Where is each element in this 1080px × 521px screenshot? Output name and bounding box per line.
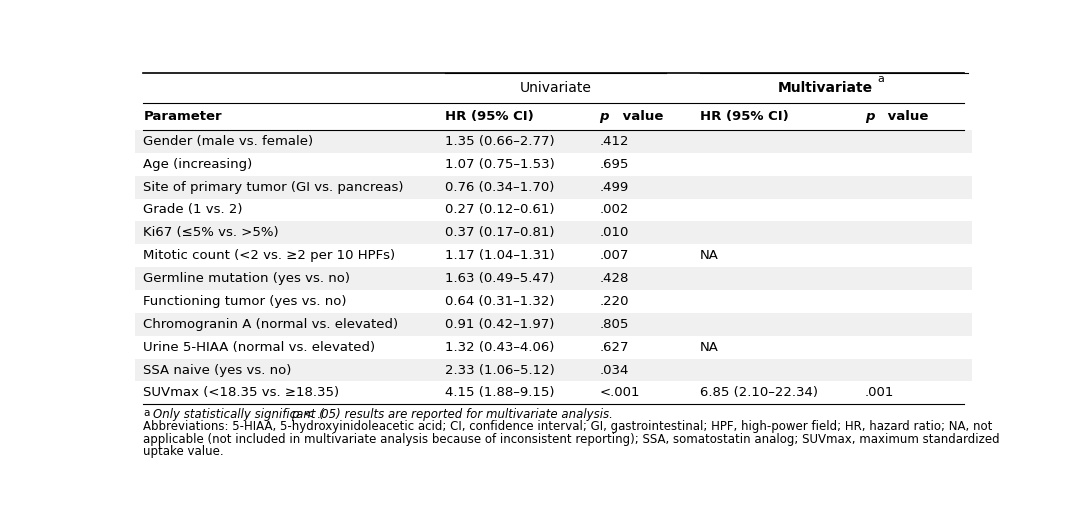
Text: Grade (1 vs. 2): Grade (1 vs. 2) (144, 203, 243, 216)
Text: .010: .010 (599, 226, 629, 239)
Text: uptake value.: uptake value. (144, 445, 224, 458)
Bar (135, 221, 972, 244)
Text: 2.33 (1.06–5.12): 2.33 (1.06–5.12) (445, 364, 554, 377)
Bar (135, 176, 972, 199)
Text: .412: .412 (599, 135, 629, 148)
Text: 1.35 (0.66–2.77): 1.35 (0.66–2.77) (445, 135, 554, 148)
Text: SUVmax (<18.35 vs. ≥18.35): SUVmax (<18.35 vs. ≥18.35) (144, 387, 339, 400)
Text: 0.37 (0.17–0.81): 0.37 (0.17–0.81) (445, 226, 554, 239)
Text: .001: .001 (865, 387, 894, 400)
Text: 6.85 (2.10–22.34): 6.85 (2.10–22.34) (700, 387, 818, 400)
Text: SSA naive (yes vs. no): SSA naive (yes vs. no) (144, 364, 292, 377)
Text: Germline mutation (yes vs. no): Germline mutation (yes vs. no) (144, 272, 350, 285)
Text: NA: NA (700, 341, 719, 354)
Text: HR (95% CI): HR (95% CI) (700, 110, 788, 123)
Bar (135, 153, 972, 176)
Text: .695: .695 (599, 158, 629, 171)
Text: <.001: <.001 (599, 387, 640, 400)
Text: 0.91 (0.42–1.97): 0.91 (0.42–1.97) (445, 318, 554, 331)
Text: a: a (877, 74, 885, 84)
Text: 0.27 (0.12–0.61): 0.27 (0.12–0.61) (445, 203, 554, 216)
Bar (135, 358, 972, 381)
Text: a: a (144, 408, 150, 418)
Text: Age (increasing): Age (increasing) (144, 158, 253, 171)
Bar (135, 336, 972, 358)
Text: Gender (male vs. female): Gender (male vs. female) (144, 135, 313, 148)
Bar (135, 313, 972, 336)
Text: < .05) results are reported for multivariate analysis.: < .05) results are reported for multivar… (300, 408, 612, 421)
Bar (135, 267, 972, 290)
Text: Urine 5-HIAA (normal vs. elevated): Urine 5-HIAA (normal vs. elevated) (144, 341, 376, 354)
Text: Abbreviations: 5-HIAA, 5-hydroxyinidoleacetic acid; CI, confidence interval; GI,: Abbreviations: 5-HIAA, 5-hydroxyinidolea… (144, 420, 993, 433)
Text: Only statistically significant (: Only statistically significant ( (153, 408, 324, 421)
Text: 1.17 (1.04–1.31): 1.17 (1.04–1.31) (445, 249, 554, 262)
Text: Univariate: Univariate (519, 81, 592, 95)
Text: HR (95% CI): HR (95% CI) (445, 110, 534, 123)
Text: .499: .499 (599, 181, 629, 194)
Text: 4.15 (1.88–9.15): 4.15 (1.88–9.15) (445, 387, 554, 400)
Text: .034: .034 (599, 364, 629, 377)
Bar (135, 290, 972, 313)
Text: Ki67 (≤5% vs. >5%): Ki67 (≤5% vs. >5%) (144, 226, 279, 239)
Text: applicable (not included in multivariate analysis because of inconsistent report: applicable (not included in multivariate… (144, 432, 1000, 445)
Bar (135, 244, 972, 267)
Text: value: value (618, 110, 663, 123)
Text: Multivariate: Multivariate (778, 81, 873, 95)
Bar (135, 381, 972, 404)
Text: .627: .627 (599, 341, 629, 354)
Text: 0.64 (0.31–1.32): 0.64 (0.31–1.32) (445, 295, 554, 308)
Text: Mitotic count (<2 vs. ≥2 per 10 HPFs): Mitotic count (<2 vs. ≥2 per 10 HPFs) (144, 249, 395, 262)
Text: .428: .428 (599, 272, 629, 285)
Text: .805: .805 (599, 318, 629, 331)
Text: value: value (883, 110, 929, 123)
Text: p: p (599, 110, 609, 123)
Text: Site of primary tumor (GI vs. pancreas): Site of primary tumor (GI vs. pancreas) (144, 181, 404, 194)
Bar (135, 199, 972, 221)
Text: Parameter: Parameter (144, 110, 222, 123)
Text: p: p (865, 110, 875, 123)
Text: 1.63 (0.49–5.47): 1.63 (0.49–5.47) (445, 272, 554, 285)
Text: 1.07 (0.75–1.53): 1.07 (0.75–1.53) (445, 158, 554, 171)
Text: p: p (292, 408, 299, 421)
Text: 1.32 (0.43–4.06): 1.32 (0.43–4.06) (445, 341, 554, 354)
Text: Functioning tumor (yes vs. no): Functioning tumor (yes vs. no) (144, 295, 347, 308)
Text: NA: NA (700, 249, 719, 262)
Text: Chromogranin A (normal vs. elevated): Chromogranin A (normal vs. elevated) (144, 318, 399, 331)
Bar (135, 130, 972, 153)
Text: .007: .007 (599, 249, 629, 262)
Text: .220: .220 (599, 295, 629, 308)
Text: .002: .002 (599, 203, 629, 216)
Text: 0.76 (0.34–1.70): 0.76 (0.34–1.70) (445, 181, 554, 194)
